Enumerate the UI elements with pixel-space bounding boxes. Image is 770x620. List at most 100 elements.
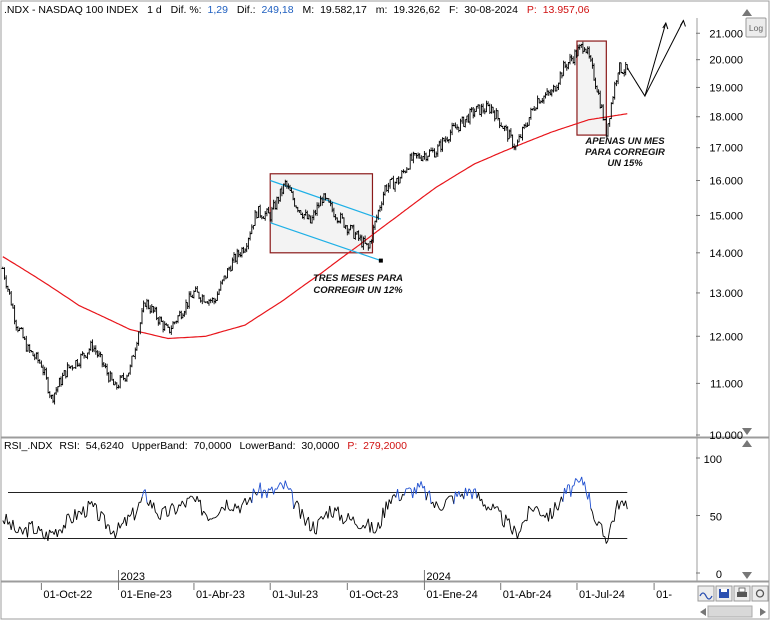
rsi-segment <box>425 492 429 501</box>
rsi-segment <box>296 500 300 505</box>
rsi-segment <box>312 521 316 534</box>
rsi-segment <box>418 481 422 488</box>
channel-lower-line <box>270 222 382 262</box>
rsi-segment <box>490 503 494 511</box>
rsi-segment <box>500 510 503 525</box>
rsi-segment <box>100 511 104 514</box>
rsi-scale-down-icon[interactable] <box>742 572 752 579</box>
price-y-tick-label: 10.000 <box>709 430 743 442</box>
rsi-segment <box>144 489 148 503</box>
scroll-right-icon[interactable] <box>760 608 766 616</box>
rsi-segment <box>367 518 371 533</box>
price-scale-down-icon[interactable] <box>742 428 752 435</box>
rsi-segment <box>137 502 140 510</box>
projection-arrowhead-1 <box>662 21 669 30</box>
rsi-header-rsi-value: 54,6240 <box>86 440 124 452</box>
rsi-segment <box>190 495 193 497</box>
rsi-segment <box>168 506 171 516</box>
rsi-segment <box>87 500 91 505</box>
scroll-left-icon[interactable] <box>700 608 706 616</box>
rsi-segment <box>453 491 456 505</box>
log-button[interactable]: Log <box>745 17 767 38</box>
rsi-segment <box>298 503 301 519</box>
rsi-segment <box>486 506 489 511</box>
price-panel <box>0 0 770 438</box>
rsi-segment <box>505 514 508 521</box>
x-year-label: 2023 <box>121 571 145 583</box>
rsi-y-tick-label: 100 <box>704 454 722 466</box>
print-icon[interactable] <box>733 585 751 602</box>
rsi-segment <box>201 511 204 516</box>
price-y-tick-label: 18.000 <box>709 112 743 124</box>
rsi-segment <box>562 487 565 502</box>
rsi-segment <box>376 522 379 531</box>
rsi-segment <box>206 515 209 521</box>
rsi-segment <box>439 508 442 511</box>
rsi-segment <box>347 513 351 520</box>
rsi-segment <box>161 507 165 510</box>
rsi-segment <box>251 488 254 504</box>
x-tick-label: 01-Ene-23 <box>121 589 172 601</box>
rsi-segment <box>379 525 382 529</box>
rsi-segment <box>548 508 551 522</box>
rsi-segment <box>420 481 424 489</box>
rsi-segment <box>114 532 118 539</box>
rsi-segment <box>99 511 102 521</box>
horizontal-scrollbar[interactable] <box>707 605 753 618</box>
price-y-tick-label: 19.000 <box>709 82 743 94</box>
settings-icon[interactable] <box>751 585 769 602</box>
rsi-segment <box>521 521 525 524</box>
rsi-segment <box>12 519 16 531</box>
rsi-segment <box>377 522 381 529</box>
save-icon[interactable] <box>715 585 733 602</box>
rsi-segment <box>607 530 610 541</box>
rsi-segment <box>487 506 491 510</box>
rsi-segment <box>214 516 217 519</box>
annotation-box2-line3: UN 15% <box>607 158 643 169</box>
rsi-segment <box>492 503 495 509</box>
rsi-segment <box>266 488 269 498</box>
rsi-segment <box>549 508 553 519</box>
rsi-segment <box>304 520 308 526</box>
rsi-segment <box>557 503 561 511</box>
rsi-segment <box>559 496 562 504</box>
rsi-segment <box>74 509 78 520</box>
rsi-segment <box>204 512 208 516</box>
rsi-segment <box>36 526 39 534</box>
channel-end-marker <box>378 258 383 263</box>
rsi-scale-up-icon[interactable] <box>742 440 752 447</box>
rsi-segment <box>113 530 116 539</box>
wave-tool-icon[interactable] <box>697 585 715 602</box>
price-scale-arrows-icon[interactable] <box>742 9 752 16</box>
rsi-segment <box>329 505 332 517</box>
rsi-segment <box>578 480 581 483</box>
rsi-y-tick-label: 50 <box>710 512 722 524</box>
x-axis: 01-Oct-22 01-Ene-23 01-Abr-23 01-Jul-23 01-O… <box>40 570 672 601</box>
rsi-segment <box>610 520 613 524</box>
rsi-header-upper-value: 70,0000 <box>194 440 232 452</box>
rsi-segment <box>132 507 135 521</box>
rsi-segment <box>91 501 94 508</box>
header-diff-label: Dif.: <box>237 4 256 16</box>
rsi-segment <box>203 510 206 514</box>
price-y-tick-label: 20.000 <box>709 55 743 67</box>
rsi-segment <box>616 500 620 510</box>
rsi-segment <box>615 500 618 510</box>
rsi-segment <box>261 490 264 499</box>
x-tick-label: 01-Ene-24 <box>426 589 477 601</box>
header-max-label: M: <box>303 4 315 16</box>
rsi-segment <box>47 529 50 541</box>
rsi-segment <box>156 513 160 519</box>
rsi-segment <box>601 524 604 537</box>
rsi-segment <box>244 497 248 506</box>
rsi-header-p-value: 279,2000 <box>363 440 407 452</box>
rsi-segment <box>573 478 577 486</box>
rsi-segment <box>102 512 105 516</box>
rsi-segment <box>596 521 600 526</box>
rsi-segment <box>591 511 595 520</box>
rsi-segment <box>623 500 627 507</box>
rsi-segment <box>356 524 359 529</box>
rsi-segment <box>105 524 108 530</box>
rsi-segment <box>497 506 500 512</box>
